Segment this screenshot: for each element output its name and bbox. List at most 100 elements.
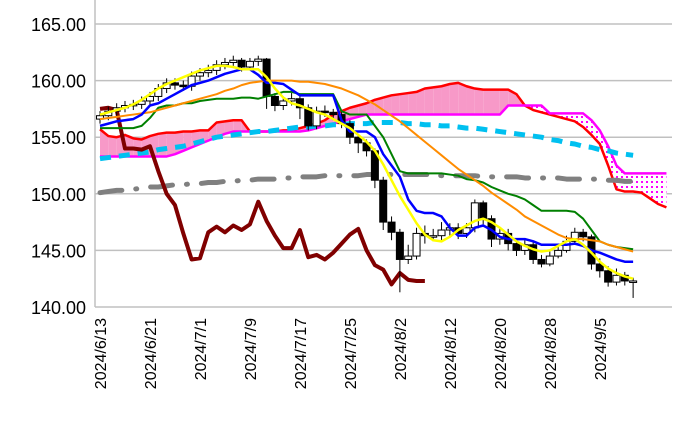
cloud-segment-bullish xyxy=(233,120,242,132)
cloud-segment-bullish xyxy=(358,103,367,117)
y-tick-label: 155.00 xyxy=(31,128,86,148)
x-tick-label: 2024/8/20 xyxy=(493,318,510,389)
candle-body xyxy=(170,82,179,86)
candle-body xyxy=(537,258,546,265)
grey-line xyxy=(97,172,636,196)
x-tick-label: 2024/9/5 xyxy=(593,318,610,380)
cloud-segment-bullish xyxy=(349,105,359,120)
blue-line xyxy=(99,68,634,263)
x-tick-label: 2024/7/17 xyxy=(293,318,310,389)
candle-up xyxy=(220,57,229,70)
cloud-segment-bullish xyxy=(166,132,175,157)
candle-body xyxy=(554,249,563,257)
lines-front xyxy=(99,64,634,280)
cloud-segment-bullish xyxy=(383,95,392,115)
cloud-segment-bullish xyxy=(100,129,109,157)
cloud-segment-bearish xyxy=(574,113,584,128)
candle-body xyxy=(270,95,279,107)
candle-body xyxy=(379,179,388,223)
x-tick-label: 2024/7/1 xyxy=(193,318,210,380)
x-tick-label: 2024/8/12 xyxy=(443,318,460,389)
y-tick-label: 145.00 xyxy=(31,241,86,261)
cloud-segment-bullish xyxy=(458,82,467,115)
cloud-segment-bullish xyxy=(483,89,492,115)
magenta-line xyxy=(100,104,667,175)
cloud-segment-bearish xyxy=(591,120,600,144)
candle-body xyxy=(145,95,154,102)
cloud-segment-bullish xyxy=(216,121,225,138)
candle-up xyxy=(612,268,621,286)
candle-up xyxy=(437,222,446,241)
candle-body xyxy=(204,69,213,74)
candle-up xyxy=(570,227,579,245)
candle-body xyxy=(279,100,288,107)
cloud-segment-bearish xyxy=(649,173,659,204)
cloud-segment-bullish xyxy=(158,132,167,157)
cloud-segment-bullish xyxy=(466,86,475,115)
candle-body xyxy=(412,232,421,257)
candle-up xyxy=(254,55,263,66)
candle-body xyxy=(404,255,413,260)
candle-body xyxy=(579,231,588,238)
cloud-segment-bullish xyxy=(474,88,484,115)
candle-body xyxy=(570,231,579,242)
cloud-segment-bearish xyxy=(633,173,642,193)
darkred-line xyxy=(99,105,425,287)
candle-body xyxy=(220,61,229,66)
red-line xyxy=(99,81,667,209)
candle-body xyxy=(470,202,479,229)
candle-body xyxy=(387,221,396,233)
cloud-segment-bullish xyxy=(449,82,459,115)
candle-body xyxy=(237,59,246,68)
candle-body xyxy=(320,110,329,114)
candle-up xyxy=(404,244,413,264)
lines-back xyxy=(97,81,667,287)
x-tick-label: 2024/6/21 xyxy=(143,318,160,389)
candle-body xyxy=(429,235,438,238)
candle-body xyxy=(295,98,304,109)
candle-body xyxy=(329,111,338,116)
cloud-segment-bullish xyxy=(491,89,500,115)
candle-up xyxy=(204,64,213,78)
x-tick-label: 2024/7/25 xyxy=(343,318,360,389)
x-tick-label: 2024/6/13 xyxy=(93,318,110,389)
candle-down xyxy=(529,241,538,264)
candle-body xyxy=(395,231,404,260)
candle-body xyxy=(195,72,204,77)
candle-body xyxy=(595,263,604,272)
y-tick-label: 160.00 xyxy=(31,72,86,92)
cloud-segment-bullish xyxy=(424,87,434,115)
cloud-segment-bullish xyxy=(416,88,425,115)
candle-body xyxy=(437,229,446,237)
candle-body xyxy=(462,227,471,234)
cloud-segment-bullish xyxy=(433,86,442,115)
cloud-segment-bullish xyxy=(408,91,417,115)
candle-body xyxy=(512,243,521,251)
candle-up xyxy=(545,251,554,267)
cloud-segment-bullish xyxy=(499,89,509,115)
candle-body xyxy=(179,84,188,88)
candle-body xyxy=(254,58,263,62)
candle-down xyxy=(379,176,388,231)
candle-body xyxy=(529,244,538,260)
candle-body xyxy=(629,280,638,283)
green-line xyxy=(100,90,634,251)
x-tick-label: 2024/7/9 xyxy=(243,318,260,380)
candle-down xyxy=(387,216,396,241)
y-tick-label: 165.00 xyxy=(31,15,86,35)
candle-down xyxy=(354,133,363,154)
y-tick-label: 150.00 xyxy=(31,185,86,205)
y-axis: 165.00 160.00 155.00 150.00 145.00 140.00 xyxy=(31,0,96,318)
candle-body xyxy=(545,255,554,265)
x-axis: 2024/6/13 2024/6/21 2024/7/1 2024/7/9 2024/7… xyxy=(93,318,610,389)
candle-up xyxy=(412,227,421,260)
candle-body xyxy=(612,274,621,283)
x-tick-label: 2024/8/2 xyxy=(393,318,410,380)
candle-down xyxy=(270,93,279,112)
x-tick-label: 2024/8/28 xyxy=(543,318,560,389)
cloud-segment-bullish xyxy=(108,136,117,157)
candle-down xyxy=(395,228,404,293)
cloud-segment-bullish xyxy=(224,120,234,134)
candle-body xyxy=(229,59,238,63)
